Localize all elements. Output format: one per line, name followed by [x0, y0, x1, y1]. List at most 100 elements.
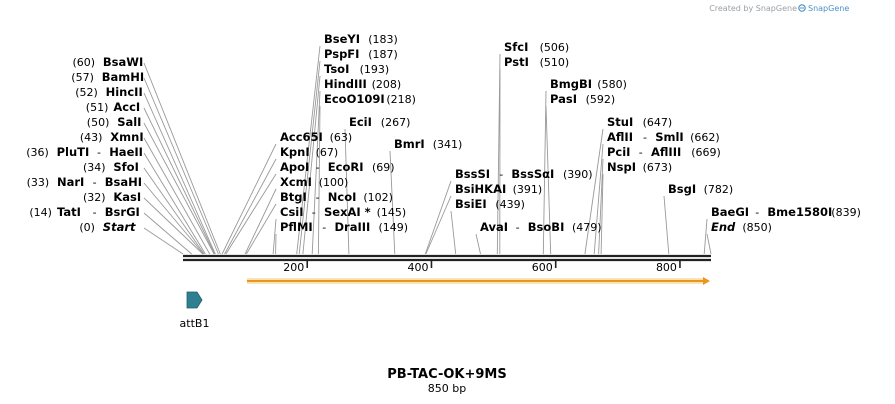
site-label-text[interactable]: BsiEI (439)	[455, 197, 525, 211]
site-connector	[143, 122, 215, 255]
site-label[interactable]: (14) TatI - BsrGI	[29, 205, 139, 219]
site-label[interactable]: KpnI (67)	[280, 145, 338, 159]
feature-attb1[interactable]: attB1	[180, 291, 210, 330]
site-label[interactable]: (60) BsaWI	[73, 55, 144, 69]
site-label-text[interactable]: BsiHKAI (391)	[455, 182, 542, 196]
site-label-text[interactable]: BtgI - NcoI (102)	[280, 190, 393, 204]
site-label[interactable]: PasI (592)	[550, 92, 615, 106]
site-label-text[interactable]: (51) AccI	[86, 100, 140, 114]
site-label-text[interactable]: PciI - AflIII (669)	[607, 145, 721, 159]
site-label-text[interactable]: PflMI - DraIII (149)	[280, 220, 408, 234]
site-label[interactable]: BseYI (183)	[324, 32, 398, 46]
site-label-text[interactable]: KpnI (67)	[280, 145, 338, 159]
site-label-text[interactable]: Acc65I (63)	[280, 130, 352, 144]
site-label-text[interactable]: BmrI (341)	[394, 137, 462, 151]
site-connector	[272, 218, 277, 255]
site-label[interactable]: BsgI (782)	[668, 182, 733, 196]
site-label[interactable]: CsiI - SexAI * (145)	[280, 205, 406, 219]
site-label-text[interactable]: (43) XmnI	[80, 130, 144, 144]
snapgene-logo-icon	[798, 4, 806, 12]
site-label[interactable]: EcoO109I (218)	[324, 92, 416, 106]
site-label[interactable]: HindIII (208)	[324, 77, 401, 91]
site-label[interactable]: (0) Start	[79, 220, 136, 234]
site-label-text[interactable]: SfcI (506)	[504, 40, 569, 54]
site-label[interactable]: XcmI (100)	[280, 175, 348, 189]
site-label-text[interactable]: XcmI (100)	[280, 175, 348, 189]
site-label[interactable]: ApoI - EcoRI (69)	[280, 160, 395, 174]
site-label[interactable]: BaeGI - Bme1580I(839)	[711, 205, 861, 219]
site-connector	[296, 45, 321, 255]
site-label[interactable]: EciI (267)	[349, 115, 410, 129]
site-label[interactable]: BsiEI (439)	[455, 197, 525, 211]
site-label[interactable]: (34) SfoI	[83, 160, 139, 174]
site-label-text[interactable]: BssSI - BssSαI (390)	[455, 167, 593, 181]
site-label-text[interactable]: BsgI (782)	[668, 182, 733, 196]
site-label-text[interactable]: (60) BsaWI	[73, 55, 144, 69]
site-label[interactable]: PspFI (187)	[324, 47, 398, 61]
site-label[interactable]: PflMI - DraIII (149)	[280, 220, 408, 234]
site-label-text[interactable]: PstI (510)	[504, 55, 569, 69]
site-label[interactable]: PstI (510)	[504, 55, 569, 69]
site-label-text[interactable]: (36) PluTI - HaeII	[26, 145, 143, 159]
site-label-text[interactable]: BmgBI (580)	[550, 77, 627, 91]
site-label-text[interactable]: ApoI - EcoRI (69)	[280, 160, 395, 174]
site-label-text[interactable]: EciI (267)	[349, 115, 410, 129]
site-label-text[interactable]: BseYI (183)	[324, 32, 398, 46]
site-label-text[interactable]: PasI (592)	[550, 92, 615, 106]
site-label[interactable]: (51) AccI	[86, 100, 140, 114]
site-label-text[interactable]: TsoI (193)	[324, 62, 389, 76]
site-label[interactable]: PciI - AflIII (669)	[607, 145, 721, 159]
site-label[interactable]: BmrI (341)	[394, 137, 462, 151]
site-connector	[545, 105, 552, 255]
site-label[interactable]: BmgBI (580)	[550, 77, 627, 91]
site-label[interactable]: BsiHKAI (391)	[455, 182, 542, 196]
site-label[interactable]: (57) BamHI	[71, 70, 144, 84]
site-connector	[598, 158, 604, 255]
site-label-text[interactable]: (50) SalI	[87, 115, 142, 129]
site-label-text[interactable]: EcoO109I (218)	[324, 92, 416, 106]
site-label[interactable]: (52) HincII	[75, 85, 143, 99]
site-label[interactable]: Acc65I (63)	[280, 130, 352, 144]
site-label-text[interactable]: CsiI - SexAI * (145)	[280, 205, 406, 219]
site-connectors	[143, 45, 712, 255]
site-label-text[interactable]: (0) Start	[79, 220, 136, 234]
site-label-text[interactable]: End (850)	[711, 220, 772, 234]
site-label[interactable]: AflII - SmlI (662)	[607, 130, 720, 144]
site-label[interactable]: BtgI - NcoI (102)	[280, 190, 393, 204]
site-connector	[225, 173, 277, 255]
site-label-text[interactable]: (33) NarI - BsaHI	[27, 175, 142, 189]
site-connector	[143, 212, 192, 255]
site-label[interactable]: AvaI - BsoBI (479)	[480, 220, 602, 234]
site-connector	[706, 233, 712, 255]
ruler-tick-label: 600	[532, 261, 553, 274]
feature-orf[interactable]	[246, 277, 710, 285]
site-label[interactable]: End (850)	[711, 220, 772, 234]
site-label[interactable]: NspI (673)	[607, 160, 672, 174]
site-label-text[interactable]: (34) SfoI	[83, 160, 139, 174]
site-label-text[interactable]: (57) BamHI	[71, 70, 144, 84]
site-label-text[interactable]: AflII - SmlI (662)	[607, 130, 720, 144]
site-label-text[interactable]: PspFI (187)	[324, 47, 398, 61]
site-label[interactable]: (50) SalI	[87, 115, 142, 129]
site-label-text[interactable]: AvaI - BsoBI (479)	[480, 220, 602, 234]
site-label-text[interactable]: (32) KasI	[83, 190, 141, 204]
site-label[interactable]: SfcI (506)	[504, 40, 569, 54]
site-label-text[interactable]: NspI (673)	[607, 160, 672, 174]
site-label-text[interactable]: BaeGI - Bme1580I(839)	[711, 205, 861, 219]
site-label[interactable]: (36) PluTI - HaeII	[26, 145, 143, 159]
site-connector	[143, 62, 221, 255]
site-connector	[542, 90, 547, 255]
site-label-text[interactable]: (52) HincII	[75, 85, 143, 99]
site-label-text[interactable]: (14) TatI - BsrGI	[29, 205, 139, 219]
feature-arrow-icon[interactable]	[186, 291, 203, 309]
site-label-text[interactable]: StuI (647)	[607, 115, 672, 129]
site-label[interactable]: (33) NarI - BsaHI	[27, 175, 142, 189]
site-label[interactable]: TsoI (193)	[324, 62, 389, 76]
ruler-tick-label: 800	[656, 261, 677, 274]
site-label-text[interactable]: HindIII (208)	[324, 77, 401, 91]
site-label[interactable]: (32) KasI	[83, 190, 141, 204]
site-label[interactable]: BssSI - BssSαI (390)	[455, 167, 593, 181]
site-label[interactable]: (43) XmnI	[80, 130, 144, 144]
site-label[interactable]: StuI (647)	[607, 115, 672, 129]
